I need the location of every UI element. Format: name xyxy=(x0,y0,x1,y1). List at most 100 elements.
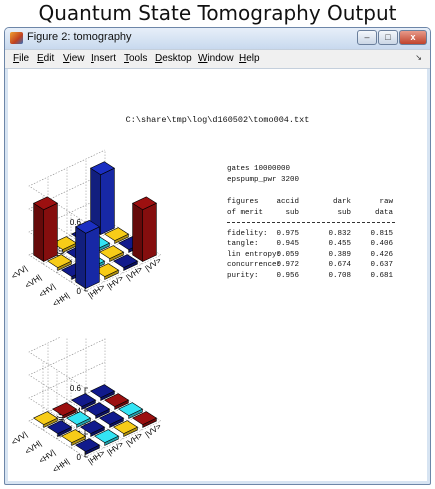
tile-top xyxy=(112,254,139,268)
tile-top xyxy=(98,245,125,259)
table-header-cell: accid xyxy=(276,198,299,206)
bar-front xyxy=(85,226,100,289)
gates-info: gates 10000000 xyxy=(227,165,291,173)
metric-name: purity: xyxy=(227,271,259,280)
menu-help[interactable]: Help xyxy=(239,53,260,64)
metric-value: 0.059 xyxy=(276,250,299,259)
tile-top xyxy=(46,420,73,434)
file-path: C:\share\tmp\log\d160502\tomo004.txt xyxy=(125,115,310,125)
bar-top xyxy=(131,196,158,211)
row-label: <VV| xyxy=(10,430,29,447)
menu-edit[interactable]: Edit xyxy=(37,53,55,64)
bar-front xyxy=(142,202,157,262)
tile-top xyxy=(51,402,78,416)
table-row: lin entropy: 0.059 0.389 0.426 xyxy=(227,251,407,262)
metric-value: 0.681 xyxy=(370,271,393,280)
menu-window[interactable]: Window xyxy=(198,53,234,64)
menu-insert[interactable]: Insert xyxy=(91,53,117,64)
pump-info: epspump_pwr 3200 xyxy=(227,176,300,184)
grid-line xyxy=(28,338,106,412)
tile-top xyxy=(103,227,130,241)
table-header-cell: sub xyxy=(285,208,299,217)
z-tick-label: 0.6 xyxy=(70,384,82,393)
bar-top xyxy=(74,219,101,234)
tile-top xyxy=(84,402,111,416)
row-label: <HV| xyxy=(37,282,57,300)
table-row: tangle: 0.945 0.455 0.406 xyxy=(227,240,407,251)
page-title: Quantum State Tomography Output xyxy=(38,1,397,25)
tile-top xyxy=(98,411,125,425)
grid-line xyxy=(28,361,106,435)
tile-top xyxy=(65,411,92,425)
row-label: <HH| xyxy=(51,457,71,475)
tile-top xyxy=(103,393,130,407)
bar-side xyxy=(132,202,143,263)
row-label: <VV| xyxy=(10,264,29,281)
tile-top xyxy=(32,411,59,425)
grid-line xyxy=(28,172,106,246)
figure-canvas: C:\share\tmp\log\d160502\tomo004.txt gat… xyxy=(8,69,427,481)
dock-arrow-icon[interactable]: ↘ xyxy=(415,53,422,62)
metric-value: 0.972 xyxy=(276,261,299,269)
close-button[interactable]: x xyxy=(399,30,427,45)
tile-top xyxy=(60,429,87,443)
table-separator xyxy=(227,219,407,230)
grid-line xyxy=(28,195,106,269)
menu-bar: File Edit View Insert Tools Desktop Wind… xyxy=(5,49,430,69)
bar-side xyxy=(75,226,86,290)
table-header-cell: of merit xyxy=(227,208,264,217)
table-header-cell: raw xyxy=(379,198,393,206)
row-label: <VH| xyxy=(23,273,43,291)
metric-value: 0.956 xyxy=(276,271,299,280)
table-row: fidelity: 0.975 0.832 0.815 xyxy=(227,230,407,241)
table-header-cell: sub xyxy=(337,208,351,217)
tile-top xyxy=(112,420,139,434)
z-tick-label: 0.6 xyxy=(70,218,82,227)
tile-top xyxy=(89,384,116,398)
metric-name: fidelity: xyxy=(227,229,268,238)
metric-value: 0.637 xyxy=(370,261,393,269)
metric-value: 0.389 xyxy=(328,250,351,259)
metric-name: concurrence: xyxy=(227,261,282,269)
maximize-button[interactable]: □ xyxy=(378,30,398,45)
metric-value: 0.455 xyxy=(328,240,351,248)
bar-front xyxy=(43,202,58,262)
table-header-cell: dark xyxy=(332,198,351,206)
real-density-matrix-plot: 00.20.40.6real(ρ)<VV|<VH|<HV|<HH||HH>|HV… xyxy=(10,149,163,309)
tile-top xyxy=(46,254,73,268)
tile-top xyxy=(79,420,106,434)
metric-value: 0.815 xyxy=(370,229,393,238)
window-titlebar[interactable]: Figure 2: tomography – □ x xyxy=(5,28,430,49)
metric-value: 0.832 xyxy=(328,229,351,238)
tile-top xyxy=(117,402,144,416)
menu-desktop[interactable]: Desktop xyxy=(155,53,192,64)
imag-density-matrix-plot: 00.20.40.6imag(ρ)<VV|<VH|<HV|<HH||HH>|HV… xyxy=(10,337,163,475)
row-label: <HV| xyxy=(37,448,57,466)
bar-top xyxy=(89,161,116,176)
row-label: <VH| xyxy=(23,439,43,457)
menu-tools[interactable]: Tools xyxy=(124,53,148,64)
z-tick-label: 0 xyxy=(77,287,82,296)
metric-name: tangle: xyxy=(227,240,259,248)
bar-side xyxy=(33,202,45,263)
table-header-row: figures accid dark raw xyxy=(227,198,407,209)
metric-value: 0.406 xyxy=(370,240,393,248)
bar-top xyxy=(32,196,59,211)
row-label: <HH| xyxy=(51,291,71,309)
metric-value: 0.708 xyxy=(328,271,351,280)
table-header-cell: figures xyxy=(227,198,259,206)
minimize-button[interactable]: – xyxy=(357,30,377,45)
metric-name: lin entropy: xyxy=(227,250,282,259)
metric-value: 0.674 xyxy=(328,261,351,269)
figures-of-merit-table: figures accid dark raw of merit sub sub … xyxy=(227,198,407,282)
matlab-figure-icon xyxy=(10,32,23,44)
figure-window: Figure 2: tomography – □ x File Edit Vie… xyxy=(4,27,431,485)
grid-line xyxy=(28,149,106,223)
tile-top xyxy=(74,438,101,452)
menu-file[interactable]: File xyxy=(13,53,30,64)
tile-top xyxy=(93,429,120,443)
tile-top xyxy=(70,393,97,407)
metric-value: 0.426 xyxy=(370,250,393,259)
menu-view[interactable]: View xyxy=(63,53,85,64)
metric-value: 0.975 xyxy=(276,229,299,238)
